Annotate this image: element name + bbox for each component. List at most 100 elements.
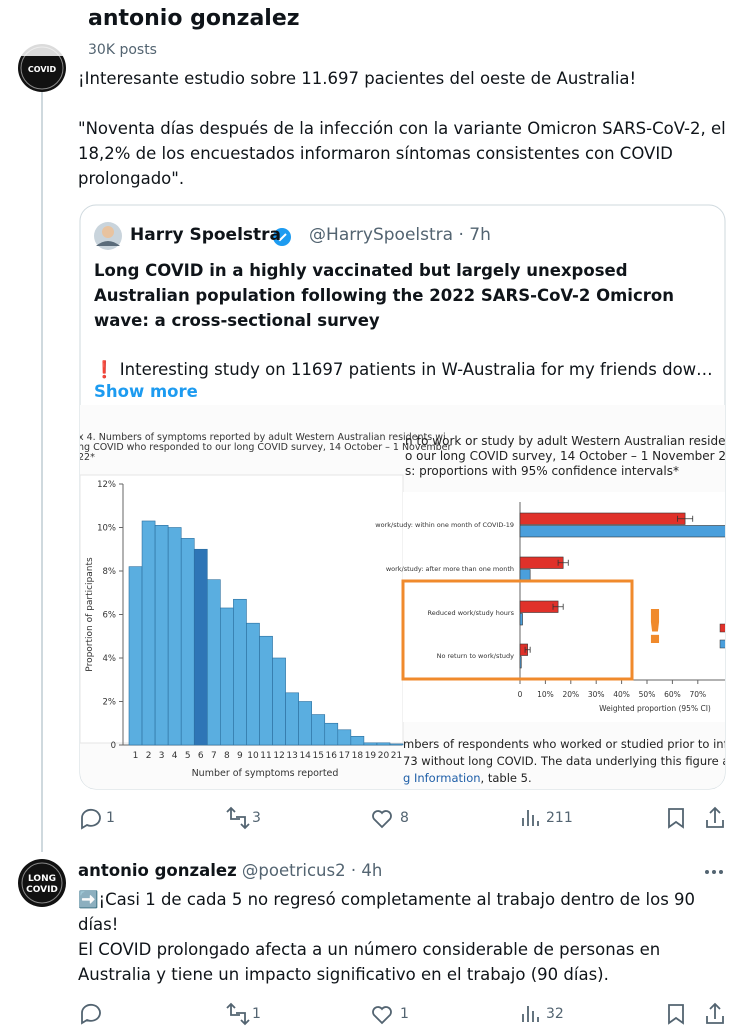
legend-swatch <box>719 623 725 633</box>
x-tick-label: 20 <box>378 751 390 761</box>
paragraph: El COVID prolongado afecta a un número c… <box>78 940 661 984</box>
reply-icon[interactable] <box>81 808 101 1025</box>
x-tick-label: 8 <box>224 751 230 761</box>
view-count: 211 <box>546 810 573 826</box>
paragraph: ¡Interesante estudio sobre 11.697 pacien… <box>78 69 637 88</box>
x-tick-label: 16 <box>326 751 338 761</box>
bar <box>519 600 559 613</box>
x-tick-label: 50% <box>639 690 656 699</box>
bar <box>259 635 273 746</box>
category-label: work/study: after more than one month <box>386 565 514 573</box>
x-tick-label: 19 <box>365 751 377 761</box>
y-tick-label: 10% <box>97 524 116 534</box>
profile-name: antonio gonzalez <box>88 6 300 31</box>
bar <box>298 701 312 746</box>
caption: g Information, table 5. <box>403 771 532 785</box>
bar <box>141 520 156 746</box>
bar <box>519 613 523 626</box>
svg-text:LONG: LONG <box>28 874 56 884</box>
bar <box>220 607 234 746</box>
bar <box>337 729 352 746</box>
x-tick-label: 60% <box>664 690 681 699</box>
error-bar <box>677 515 694 522</box>
repost-count: 3 <box>252 810 261 826</box>
x-tick-label: 4 <box>172 751 178 761</box>
quote-header: Harry Spoelstra @HarrySpoelstra · 7h <box>130 225 491 245</box>
like-icon[interactable] <box>372 810 392 1025</box>
show-more[interactable]: Show more <box>94 382 198 401</box>
caption: 73 without long COVID. The data underlyi… <box>403 754 725 768</box>
post-count: 30K posts <box>88 42 157 58</box>
quote-avatar <box>94 222 122 250</box>
caption-tail: , table 5. <box>481 771 532 785</box>
quote-author: Harry Spoelstra <box>130 225 282 245</box>
legend-swatch <box>719 639 725 649</box>
x-tick-label: 2 <box>146 751 152 761</box>
reply-handle: @poetricus2 <box>241 861 346 880</box>
x-tick-label: 20% <box>562 690 579 699</box>
verified-badge <box>273 228 291 246</box>
quote-handle: @HarrySpoelstra <box>309 225 454 245</box>
reply-count: 1 <box>106 810 115 826</box>
reply-header: antonio gonzalez @poetricus2 · 4h <box>78 861 382 880</box>
x-tick-label: 30% <box>588 690 605 699</box>
x-tick-label: 18 <box>352 751 364 761</box>
caption: mbers of respondents who worked or studi… <box>403 737 725 751</box>
x-axis-label: Weighted proportion (95% CI) <box>599 704 711 713</box>
x-tick-label: 40% <box>613 690 630 699</box>
repost-icon[interactable] <box>226 806 250 1026</box>
bar <box>519 512 686 525</box>
x-tick-label: 10% <box>537 690 554 699</box>
x-tick-label: 1 <box>133 751 139 761</box>
x-tick-label: 21 <box>391 751 402 761</box>
reply-time: · 4h <box>350 861 383 880</box>
x-tick-label: 17 <box>339 751 350 761</box>
like-count: 8 <box>400 810 409 826</box>
y-tick-label: 4% <box>103 654 117 664</box>
x-tick-label: 12 <box>273 751 284 761</box>
bar <box>324 722 339 746</box>
quote-time: · 7h <box>458 225 491 245</box>
error-bar <box>557 559 569 566</box>
error-bar <box>524 646 531 653</box>
y-tick-label: 0 <box>111 741 116 751</box>
share-icon[interactable] <box>706 806 724 1024</box>
y-tick-label: 6% <box>103 611 117 621</box>
highlight-box <box>401 579 634 681</box>
bar <box>128 566 143 746</box>
bookmark-icon[interactable] <box>668 808 684 1025</box>
views-icon[interactable] <box>522 810 539 1022</box>
category-label: No return to work/study <box>437 652 515 660</box>
x-tick-label: 14 <box>299 751 311 761</box>
view-count: 32 <box>546 1006 564 1022</box>
bar <box>350 735 365 746</box>
bar <box>193 548 208 746</box>
bar <box>519 525 725 538</box>
bar <box>363 742 378 746</box>
caption: n to work or study by adult Western Aust… <box>405 434 725 448</box>
action-icons <box>81 806 724 1026</box>
svg-text:COVID: COVID <box>26 885 58 895</box>
y-tick-label: 2% <box>103 698 117 708</box>
bar <box>233 598 247 746</box>
bar <box>389 743 404 746</box>
x-tick-label: 15 <box>312 751 323 761</box>
x-tick-label: 13 <box>286 751 297 761</box>
reply-author: antonio gonzalez <box>78 861 237 880</box>
more-menu[interactable] <box>705 870 723 874</box>
link: g Information <box>403 771 481 785</box>
like-count: 1 <box>400 1006 409 1022</box>
bar <box>519 656 522 669</box>
quote-text: ❗ Interesting study on 11697 patients in… <box>94 360 713 379</box>
annotation: ! <box>645 600 666 654</box>
tweet-text: ¡Interesante estudio sobre 11.697 pacien… <box>78 66 746 191</box>
bar <box>167 527 182 746</box>
x-tick-label: 11 <box>260 751 271 761</box>
quote-title: Long COVID in a highly vaccinated but la… <box>94 261 674 330</box>
x-tick-label: 5 <box>185 751 191 761</box>
bar <box>519 556 564 569</box>
caption: o our long COVID survey, 14 October – 1 … <box>405 449 725 463</box>
